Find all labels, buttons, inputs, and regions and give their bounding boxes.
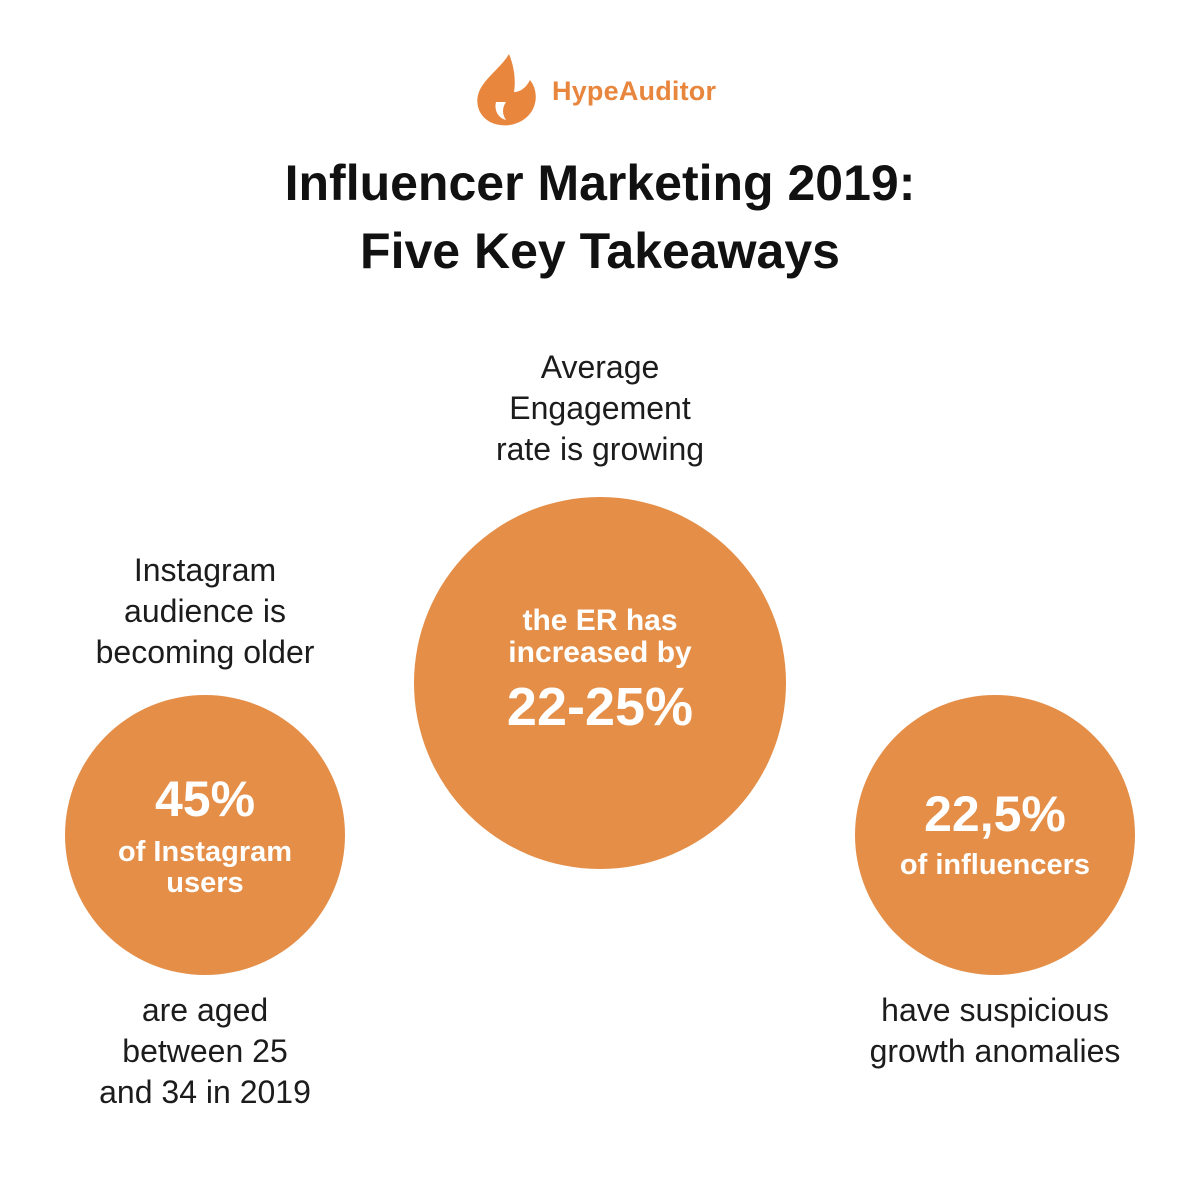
takeaway-2-stat: 22-25% — [506, 677, 694, 737]
takeaway-1-stat-label: of Instagram users — [65, 837, 345, 899]
takeaway-2-stat-label-line: the ER has — [522, 604, 678, 637]
takeaway-3-stat: 22,5% — [924, 786, 1066, 842]
brand-name: HypeAuditor — [552, 76, 717, 106]
takeaway-3-footer-line: growth anomalies — [869, 1033, 1121, 1069]
takeaway-2-heading-line: Engagement — [509, 390, 691, 426]
takeaway-1-stat-label-line: users — [166, 867, 244, 899]
takeaway-3-footer-line: have suspicious — [881, 992, 1109, 1028]
takeaway-1-footer-line: are aged — [141, 992, 269, 1028]
takeaway-1-footer-line: and 34 in 2019 — [99, 1074, 311, 1110]
takeaway-2-heading-line: rate is growing — [495, 431, 705, 467]
takeaway-1-heading: Instagram audience is becoming older — [40, 550, 370, 673]
takeaway-1-circle: 45% of Instagram users — [65, 695, 345, 975]
takeaway-1-stat: 45% — [154, 771, 256, 827]
page-title-line-2: Five Key Takeaways — [360, 223, 840, 279]
takeaway-3-circle: 22,5% of influencers — [855, 695, 1135, 975]
takeaway-3-footer: have suspicious growth anomalies — [820, 990, 1170, 1072]
takeaway-1-stat-label-line: of Instagram — [117, 836, 293, 868]
takeaway-1-heading-line: Instagram — [133, 552, 277, 588]
takeaway-2-heading: Average Engagement rate is growing — [420, 347, 780, 470]
flame-icon — [477, 54, 536, 126]
takeaway-3-stat-label: of influencers — [855, 850, 1135, 881]
takeaway-1-heading-line: audience is — [124, 593, 286, 629]
takeaway-1-footer: are aged between 25 and 34 in 2019 — [40, 990, 370, 1113]
takeaway-2-circle: the ER has increased by 22-25% — [414, 497, 786, 869]
takeaway-3-stat-label-line: of influencers — [899, 849, 1091, 881]
page-title-line-1: Influencer Marketing 2019: — [284, 155, 916, 211]
takeaway-2-stat-label: the ER has increased by — [414, 605, 786, 669]
takeaway-2-heading-line: Average — [540, 349, 660, 385]
takeaway-1-heading-line: becoming older — [95, 634, 315, 670]
takeaway-2-stat-label-line: increased by — [508, 636, 692, 669]
takeaway-1-footer-line: between 25 — [122, 1033, 288, 1069]
